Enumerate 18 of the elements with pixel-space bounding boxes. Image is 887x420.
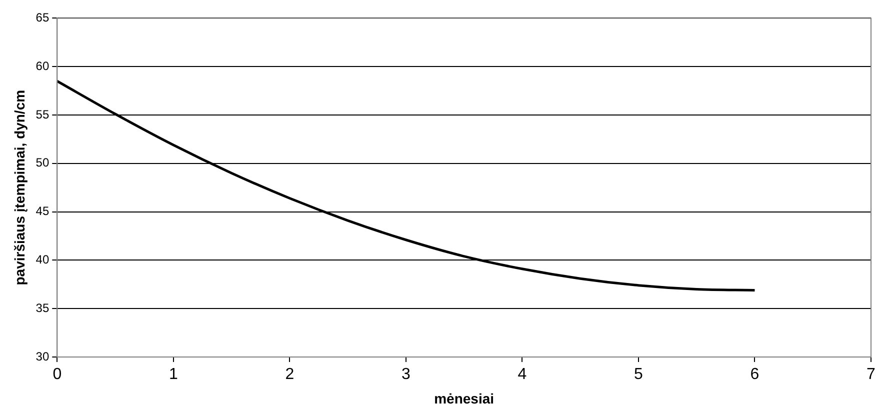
x-tick-label: 3 <box>401 366 410 384</box>
y-tick-label: 45 <box>36 204 50 218</box>
y-tick-label: 60 <box>36 58 50 73</box>
y-tick-label: 55 <box>36 107 50 122</box>
x-tick-label: 7 <box>866 366 876 384</box>
x-tick-label: 6 <box>750 366 760 384</box>
x-tick-label: 5 <box>634 366 644 384</box>
x-tick-label: 2 <box>285 366 294 384</box>
y-tick-label: 30 <box>36 349 50 364</box>
y-tick-label: 35 <box>36 300 50 315</box>
y-axis-title: paviršiaus įtempimai, dyn/cm <box>11 90 28 286</box>
x-tick-label: 0 <box>52 366 62 384</box>
x-tick-label: 1 <box>168 366 178 384</box>
x-tick-label: 4 <box>518 366 527 384</box>
x-axis-title: mėnesiai <box>434 390 494 406</box>
y-tick-label: 65 <box>36 10 50 25</box>
y-tick-label: 50 <box>36 156 50 170</box>
y-tick-label: 40 <box>36 252 50 267</box>
